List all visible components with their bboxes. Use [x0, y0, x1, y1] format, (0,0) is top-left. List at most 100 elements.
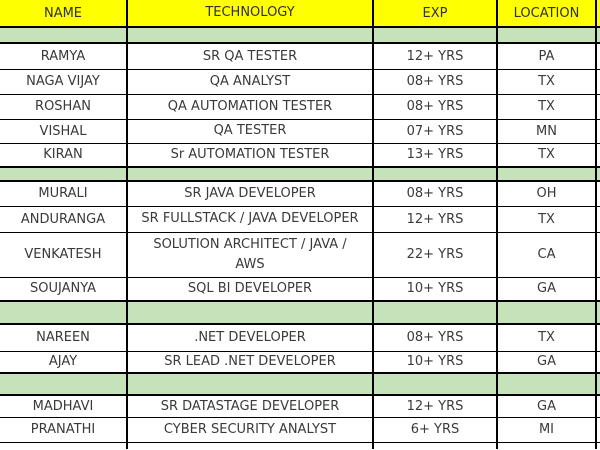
- cell-technology: [126, 300, 374, 325]
- cell-cut: [595, 93, 600, 120]
- cell-name: MURALI: [0, 180, 128, 207]
- header-row: NAME TECHNOLOGY EXP LOCATION: [0, 0, 600, 28]
- cell-name: MADHAVI: [0, 394, 128, 418]
- cell-name: VENKATESH: [0, 231, 128, 278]
- cell-cut: [595, 441, 600, 449]
- cell-exp: 22+ YRS: [372, 231, 498, 278]
- cell-location: [496, 300, 597, 325]
- cell-technology: Sr AUTOMATION TESTER: [126, 142, 374, 168]
- cell-location: [496, 26, 597, 44]
- column-header-name: NAME: [0, 0, 128, 28]
- cell-name: [0, 441, 128, 449]
- cell-location: GA: [496, 350, 597, 374]
- table-row: MADHAVI SR DATASTAGE DEVELOPER 12+ YRS GA: [0, 394, 600, 418]
- cell-technology: .NET DEVELOPER: [126, 323, 374, 352]
- cell-location: [496, 372, 597, 396]
- cell-exp: 6+ YRS: [372, 416, 498, 443]
- cell-cut: [595, 68, 600, 95]
- cell-technology: SR FULLSTACK / JAVA DEVELOPER: [126, 205, 374, 233]
- table-row: MURALI SR JAVA DEVELOPER 08+ YRS OH: [0, 180, 600, 207]
- cell-name: VISHAL: [0, 118, 128, 144]
- cell-exp: 08+ YRS: [372, 68, 498, 95]
- table-row: AJAY SR LEAD .NET DEVELOPER 10+ YRS GA: [0, 350, 600, 374]
- cell-name: [0, 372, 128, 396]
- cell-exp: 10+ YRS: [372, 276, 498, 302]
- table-row: NAREEN .NET DEVELOPER 08+ YRS TX: [0, 323, 600, 352]
- cell-name: [0, 166, 128, 182]
- table-row: ANDURANGA SR FULLSTACK / JAVA DEVELOPER 12…: [0, 205, 600, 233]
- cell-cut: [595, 394, 600, 418]
- cell-location: TX: [496, 142, 597, 168]
- cell-cut: [595, 372, 600, 396]
- table-row: VISHAL QA TESTER 07+ YRS MN: [0, 118, 600, 144]
- cell-exp: [372, 26, 498, 44]
- cell-exp: 08+ YRS: [372, 180, 498, 207]
- cell-technology: SR JAVA DEVELOPER: [126, 180, 374, 207]
- cell-name: NAREEN: [0, 323, 128, 352]
- column-header-exp: EXP: [372, 0, 498, 28]
- cell-exp: [372, 300, 498, 325]
- cell-exp: 07+ YRS: [372, 118, 498, 144]
- cell-location: GA: [496, 394, 597, 418]
- cell-location: TX: [496, 93, 597, 120]
- cell-location: [496, 166, 597, 182]
- table-body: RAMYA SR QA TESTER 12+ YRS PA NAGA VIJAY QA A…: [0, 26, 600, 449]
- cell-cut: [595, 42, 600, 70]
- cell-name: AJAY: [0, 350, 128, 374]
- cell-cut: [595, 300, 600, 325]
- cell-cut: [595, 205, 600, 233]
- cell-technology: QA TESTER: [126, 118, 374, 144]
- cell-cut: [595, 26, 600, 44]
- cell-exp: 12+ YRS: [372, 394, 498, 418]
- table-row: KIRAN Sr AUTOMATION TESTER 13+ YRS TX: [0, 142, 600, 168]
- cell-location: TX: [496, 68, 597, 95]
- cell-location: MN: [496, 118, 597, 144]
- spacer-row: [0, 372, 600, 396]
- table-row: SOUJANYA SQL BI DEVELOPER 10+ YRS GA: [0, 276, 600, 302]
- cell-name: PRANATHI: [0, 416, 128, 443]
- cell-name: KIRAN: [0, 142, 128, 168]
- cell-name: [0, 300, 128, 325]
- cell-technology: SOLUTION ARCHITECT / JAVA / AWS: [126, 231, 374, 278]
- table-row: NAGA VIJAY QA ANALYST 08+ YRS TX: [0, 68, 600, 95]
- cell-technology: [126, 372, 374, 396]
- cell-technology: QA ANALYST: [126, 68, 374, 95]
- cell-name: RAMYA: [0, 42, 128, 70]
- cell-cut: [595, 118, 600, 144]
- cell-cut: [595, 416, 600, 443]
- column-header-cut: [595, 0, 600, 28]
- cell-location: GA: [496, 276, 597, 302]
- table-row: PRANATHI CYBER SECURITY ANALYST 6+ YRS MI: [0, 416, 600, 443]
- cell-name: SOUJANYA: [0, 276, 128, 302]
- cell-location: PA: [496, 42, 597, 70]
- cell-location: TX: [496, 205, 597, 233]
- cell-exp: 12+ YRS: [372, 205, 498, 233]
- cell-location: MI: [496, 416, 597, 443]
- spacer-row: [0, 26, 600, 44]
- cell-cut: [595, 323, 600, 352]
- cell-location: [496, 441, 597, 449]
- table-row: RAMYA SR QA TESTER 12+ YRS PA: [0, 42, 600, 70]
- table-row: ROSHAN QA AUTOMATION TESTER 08+ YRS TX: [0, 93, 600, 120]
- cell-name: NAGA VIJAY: [0, 68, 128, 95]
- spacer-row: [0, 300, 600, 325]
- cell-cut: [595, 276, 600, 302]
- cell-technology: QA AUTOMATION TESTER: [126, 93, 374, 120]
- partial-row: [0, 441, 600, 449]
- cell-exp: [372, 441, 498, 449]
- cell-exp: 08+ YRS: [372, 93, 498, 120]
- column-header-technology: TECHNOLOGY: [126, 0, 374, 28]
- cell-name: ROSHAN: [0, 93, 128, 120]
- cell-location: OH: [496, 180, 597, 207]
- cell-location: CA: [496, 231, 597, 278]
- cell-location: TX: [496, 323, 597, 352]
- cell-exp: [372, 372, 498, 396]
- cell-cut: [595, 166, 600, 182]
- cell-technology: CYBER SECURITY ANALYST: [126, 416, 374, 443]
- cell-cut: [595, 180, 600, 207]
- column-header-location: LOCATION: [496, 0, 597, 28]
- cell-technology: [126, 441, 374, 449]
- cell-technology: [126, 26, 374, 44]
